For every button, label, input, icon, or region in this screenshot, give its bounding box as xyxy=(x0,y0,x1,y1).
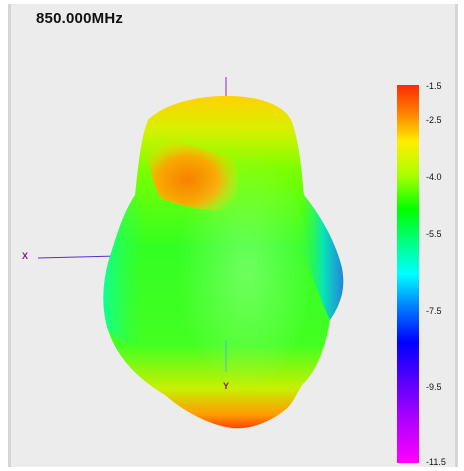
colorbar-tick-7: -11.5 xyxy=(426,457,446,467)
colorbar-tick-5: -7.5 xyxy=(426,306,442,316)
colorbar-tick-4: -5.5 xyxy=(426,229,442,239)
colorbar-tick-6: -9.5 xyxy=(426,382,442,392)
colorbar-tick-2: -2.5 xyxy=(426,115,442,125)
surface-shine xyxy=(170,150,310,390)
frequency-title: 850.000MHz xyxy=(36,10,124,27)
surface-left-rim xyxy=(103,195,148,345)
colorbar-tick-1: -1.5 xyxy=(426,81,442,91)
x-axis-line xyxy=(37,255,119,259)
y-axis-label: Y xyxy=(223,381,230,391)
surface-right-rim xyxy=(298,195,344,320)
x-axis-label: X xyxy=(22,251,29,261)
colorbar xyxy=(397,85,419,463)
colorbar-tick-3: -4.0 xyxy=(426,172,442,182)
